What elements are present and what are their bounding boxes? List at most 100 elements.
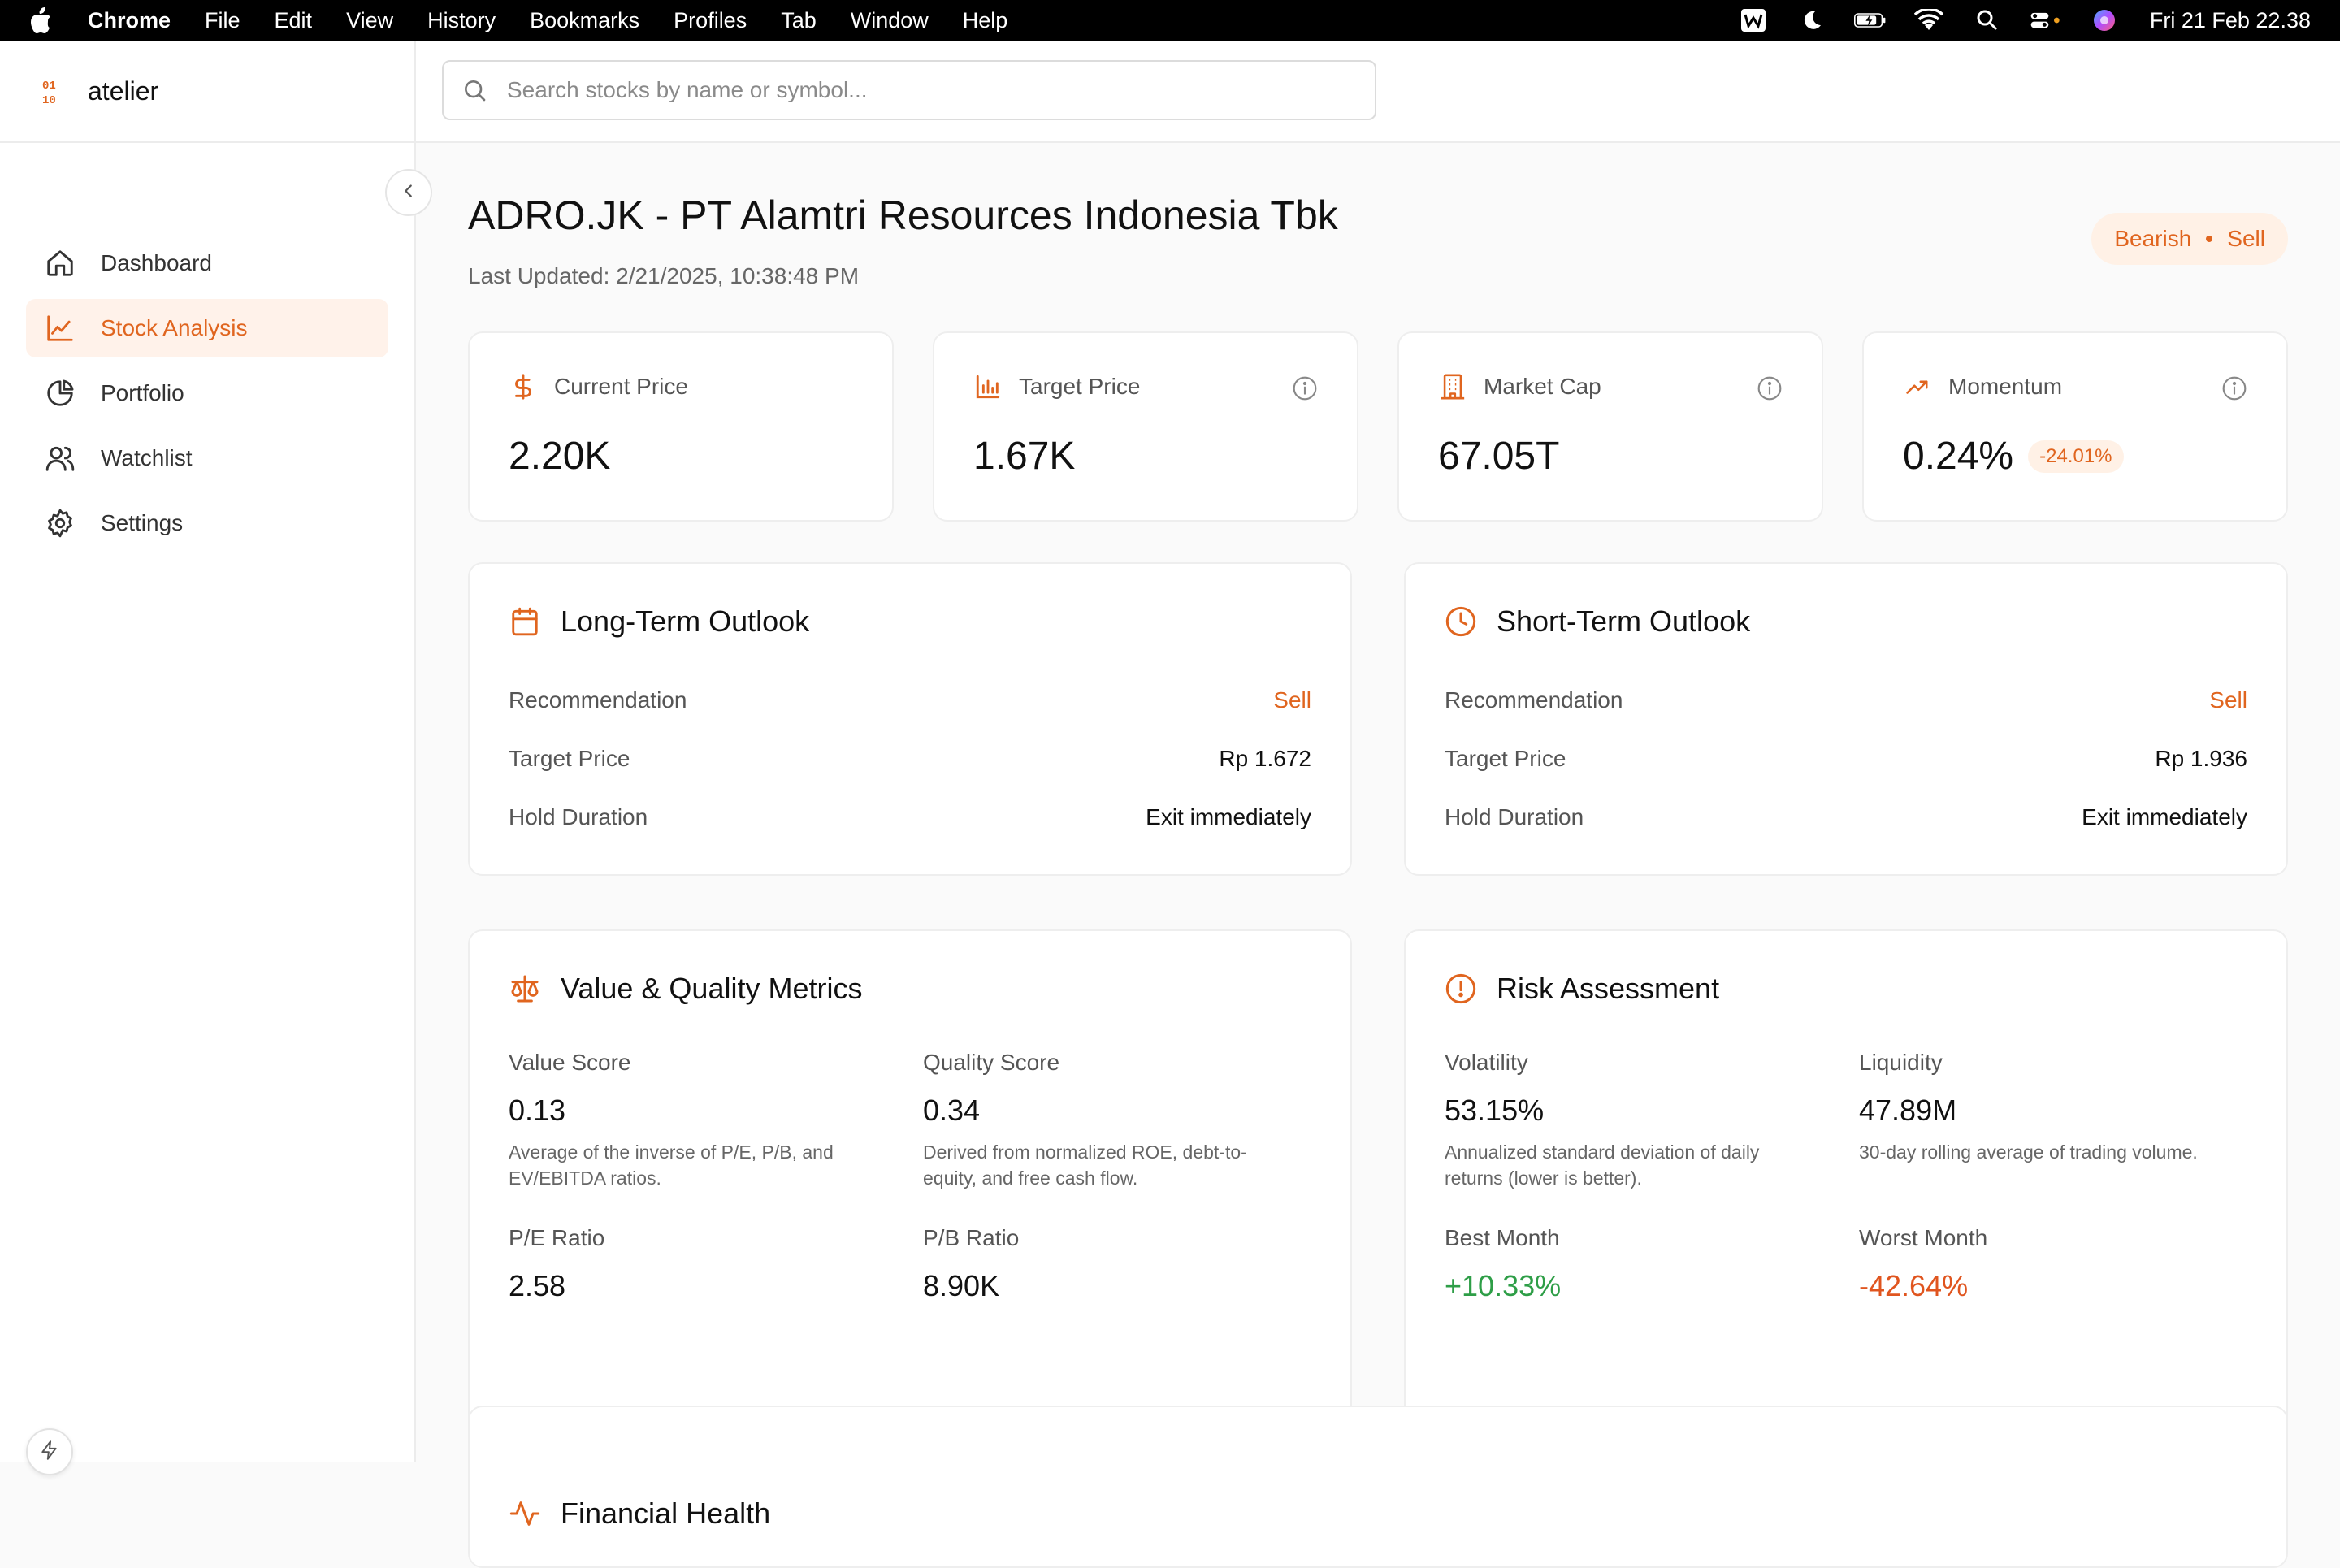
current-price-card: Current Price 2.20K: [468, 331, 894, 522]
search-box[interactable]: [442, 60, 1376, 120]
section-title: Long-Term Outlook: [561, 604, 810, 638]
menu-edit[interactable]: Edit: [274, 7, 313, 32]
pb-ratio-metric: P/B Ratio 8.90K: [923, 1225, 1297, 1303]
menu-bookmarks[interactable]: Bookmarks: [530, 7, 640, 32]
menu-help[interactable]: Help: [962, 7, 1008, 32]
home-icon: [44, 247, 76, 279]
wifi-icon[interactable]: [1913, 7, 1945, 33]
menu-tab[interactable]: Tab: [781, 7, 817, 32]
metric-label: Worst Month: [1859, 1225, 1988, 1250]
row-label: Recommendation: [509, 687, 687, 713]
section-title: Value & Quality Metrics: [561, 972, 863, 1005]
metric-value: +10.33%: [1445, 1269, 1562, 1302]
separator-dot: [2206, 236, 2213, 242]
current-price-value: 2.20K: [509, 435, 611, 478]
short-term-outlook-card: Short-Term Outlook Recommendation Sell T…: [1404, 562, 2288, 876]
users-icon: [44, 442, 76, 474]
sidebar-item-settings[interactable]: Settings: [26, 494, 388, 552]
menu-app-chrome[interactable]: Chrome: [88, 7, 171, 32]
last-updated: Last Updated: 2/21/2025, 10:38:48 PM: [468, 263, 860, 288]
siri-icon[interactable]: [2088, 7, 2121, 33]
wps-icon[interactable]: [1737, 7, 1770, 33]
atelier-logo-icon: 01 10: [42, 77, 67, 107]
metric-label: P/B Ratio: [923, 1225, 1020, 1250]
trending-up-icon: [1903, 372, 1932, 401]
signal-trend: Bearish: [2114, 226, 2192, 251]
value-quality-card: Value & Quality Metrics Value Score 0.13…: [468, 929, 1352, 1497]
value-score-metric: Value Score 0.13 Average of the inverse …: [509, 1050, 882, 1191]
stat-label: Momentum: [1948, 374, 2063, 399]
moon-icon[interactable]: [1796, 7, 1828, 33]
menu-clock[interactable]: Fri 21 Feb 22.38: [2149, 7, 2311, 32]
metric-description: Annualized standard deviation of daily r…: [1445, 1141, 1760, 1189]
dollar-icon: [509, 372, 538, 401]
metric-value: 0.34: [923, 1094, 981, 1127]
stat-label: Market Cap: [1484, 374, 1601, 399]
stat-label: Target Price: [1019, 374, 1141, 399]
quality-score-metric: Quality Score 0.34 Derived from normaliz…: [923, 1050, 1297, 1191]
info-icon[interactable]: [1757, 375, 1783, 401]
info-icon[interactable]: [1292, 375, 1318, 401]
apple-icon[interactable]: [29, 6, 55, 35]
signal-action: Sell: [2227, 226, 2265, 251]
section-title: Risk Assessment: [1497, 972, 1720, 1005]
menu-view[interactable]: View: [346, 7, 394, 32]
hold-duration-row: Hold Duration Exit immediately: [1445, 801, 2247, 834]
section-title: Financial Health: [561, 1497, 771, 1530]
sidebar-nav: Dashboard Stock Analysis Portfolio Watch…: [26, 234, 388, 559]
status-area: Fri 21 Feb 22.38: [1711, 0, 2311, 41]
sidebar: 01 10 atelier Dashboard Stock Analysis P…: [0, 41, 416, 1475]
volatility-metric: Volatility 53.15% Annualized standard de…: [1445, 1050, 1818, 1191]
momentum-card: Momentum 0.24% -24.01%: [1862, 331, 2288, 522]
momentum-delta-badge: -24.01%: [2028, 440, 2124, 473]
scale-icon: [509, 972, 541, 1005]
target-price-value: Rp 1.936: [2155, 746, 2247, 771]
sidebar-item-label: Dashboard: [101, 250, 212, 275]
sidebar-item-label: Watchlist: [101, 445, 193, 470]
pie-chart-icon: [44, 377, 76, 409]
menu-file[interactable]: File: [205, 7, 240, 32]
risk-assessment-card: Risk Assessment Volatility 53.15% Annual…: [1404, 929, 2288, 1497]
hold-duration-value: Exit immediately: [1146, 804, 1311, 829]
brand-name[interactable]: atelier: [88, 76, 159, 106]
financial-health-card: Financial Health: [468, 1406, 2288, 1568]
quick-action-button[interactable]: [26, 1428, 73, 1475]
sidebar-item-stock-analysis[interactable]: Stock Analysis: [26, 299, 388, 357]
target-price-row: Target Price Rp 1.672: [509, 743, 1311, 775]
metric-description: Average of the inverse of P/E, P/B, and …: [509, 1141, 834, 1189]
market-cap-value: 67.05T: [1438, 435, 1560, 478]
stat-label: Current Price: [554, 374, 688, 399]
collapse-sidebar-button[interactable]: [385, 169, 432, 216]
menu-history[interactable]: History: [427, 7, 496, 32]
section-title: Short-Term Outlook: [1497, 604, 1751, 638]
calendar-icon: [509, 605, 541, 638]
metric-value: 8.90K: [923, 1269, 1000, 1302]
search-input[interactable]: [505, 76, 1321, 104]
metric-label: Best Month: [1445, 1225, 1560, 1250]
info-icon[interactable]: [2221, 375, 2247, 401]
chart-line-icon: [44, 312, 76, 344]
hold-duration-row: Hold Duration Exit immediately: [509, 801, 1311, 834]
svg-text:01: 01: [42, 80, 56, 93]
row-label: Target Price: [509, 746, 630, 771]
menu-window[interactable]: Window: [850, 7, 929, 32]
battery-icon[interactable]: [1853, 7, 1887, 33]
long-term-outlook-card: Long-Term Outlook Recommendation Sell Ta…: [468, 562, 1352, 876]
metric-label: P/E Ratio: [509, 1225, 605, 1250]
sidebar-item-label: Settings: [101, 510, 184, 535]
row-label: Hold Duration: [509, 804, 648, 829]
liquidity-metric: Liquidity 47.89M 30-day rolling average …: [1859, 1050, 2233, 1165]
metric-label: Volatility: [1445, 1050, 1528, 1075]
metric-value: 47.89M: [1859, 1094, 1957, 1127]
sidebar-item-dashboard[interactable]: Dashboard: [26, 234, 388, 292]
sidebar-item-portfolio[interactable]: Portfolio: [26, 364, 388, 422]
sidebar-item-watchlist[interactable]: Watchlist: [26, 429, 388, 487]
metric-value: 53.15%: [1445, 1094, 1545, 1127]
metric-value: -42.64%: [1859, 1269, 1969, 1302]
metric-label: Value Score: [509, 1050, 631, 1075]
spotlight-icon[interactable]: [1971, 7, 2004, 33]
menu-profiles[interactable]: Profiles: [674, 7, 748, 32]
recommendation-value: Sell: [2209, 687, 2247, 713]
top-bar: [416, 41, 2340, 143]
control-center-icon[interactable]: [2030, 7, 2062, 33]
